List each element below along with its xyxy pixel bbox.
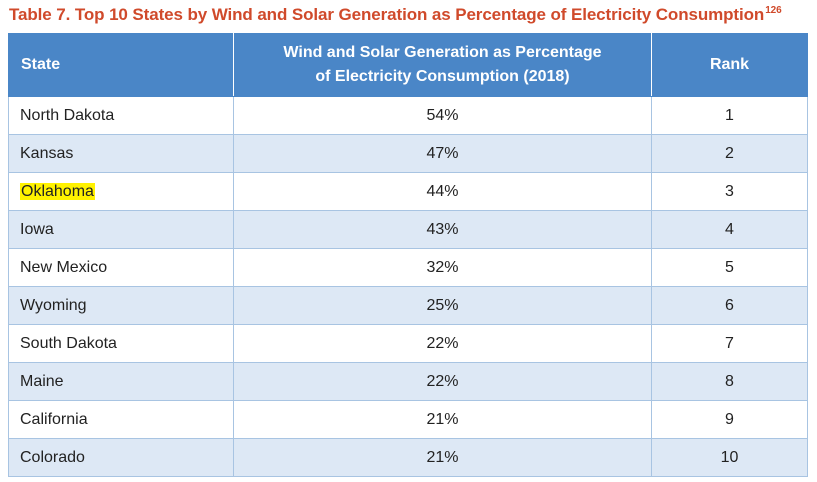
cell-percentage: 54% — [233, 96, 652, 135]
cell-percentage: 25% — [233, 286, 652, 325]
table-row: Maine 22% 8 — [8, 362, 808, 401]
footnote-reference: 126 — [765, 5, 782, 16]
cell-percentage: 44% — [233, 172, 652, 211]
cell-state: Wyoming — [8, 286, 234, 325]
table-row: North Dakota 54% 1 — [8, 96, 808, 135]
cell-percentage: 32% — [233, 248, 652, 287]
header-percentage-line2: of Electricity Consumption (2018) — [315, 68, 570, 85]
cell-rank: 8 — [651, 362, 808, 401]
cell-percentage: 47% — [233, 134, 652, 173]
cell-rank: 10 — [651, 438, 808, 477]
states-table: State Wind and Solar Generation as Perce… — [8, 33, 808, 477]
cell-rank: 1 — [651, 96, 808, 135]
cell-rank: 3 — [651, 172, 808, 211]
table-row: New Mexico 32% 5 — [8, 248, 808, 287]
cell-rank: 9 — [651, 400, 808, 439]
table-header-row: State Wind and Solar Generation as Perce… — [8, 33, 808, 97]
caption-title: Table 7. Top 10 States by Wind and Solar… — [9, 5, 765, 24]
table-row: South Dakota 22% 7 — [8, 324, 808, 363]
cell-state: South Dakota — [8, 324, 234, 363]
cell-state: Kansas — [8, 134, 234, 173]
cell-state: Oklahoma — [8, 172, 234, 211]
cell-state: California — [8, 400, 234, 439]
header-percentage-line1: Wind and Solar Generation as Percentage — [283, 44, 602, 61]
cell-percentage: 21% — [233, 438, 652, 477]
cell-rank: 6 — [651, 286, 808, 325]
header-rank: Rank — [651, 33, 808, 97]
table-caption: Table 7. Top 10 States by Wind and Solar… — [9, 5, 782, 25]
highlighted-state: Oklahoma — [20, 182, 95, 200]
cell-rank: 2 — [651, 134, 808, 173]
table-row: Colorado 21% 10 — [8, 438, 808, 477]
table-row: California 21% 9 — [8, 400, 808, 439]
table-row: Kansas 47% 2 — [8, 134, 808, 173]
cell-state: Iowa — [8, 210, 234, 249]
cell-state: Maine — [8, 362, 234, 401]
cell-percentage: 43% — [233, 210, 652, 249]
table-row: Wyoming 25% 6 — [8, 286, 808, 325]
cell-state: North Dakota — [8, 96, 234, 135]
cell-percentage: 22% — [233, 362, 652, 401]
cell-rank: 4 — [651, 210, 808, 249]
cell-rank: 7 — [651, 324, 808, 363]
table-row: Iowa 43% 4 — [8, 210, 808, 249]
table-row: Oklahoma 44% 3 — [8, 172, 808, 211]
cell-percentage: 22% — [233, 324, 652, 363]
header-state: State — [8, 33, 234, 97]
cell-state: Colorado — [8, 438, 234, 477]
header-percentage: Wind and Solar Generation as Percentage o… — [233, 33, 652, 97]
cell-state: New Mexico — [8, 248, 234, 287]
cell-percentage: 21% — [233, 400, 652, 439]
cell-rank: 5 — [651, 248, 808, 287]
